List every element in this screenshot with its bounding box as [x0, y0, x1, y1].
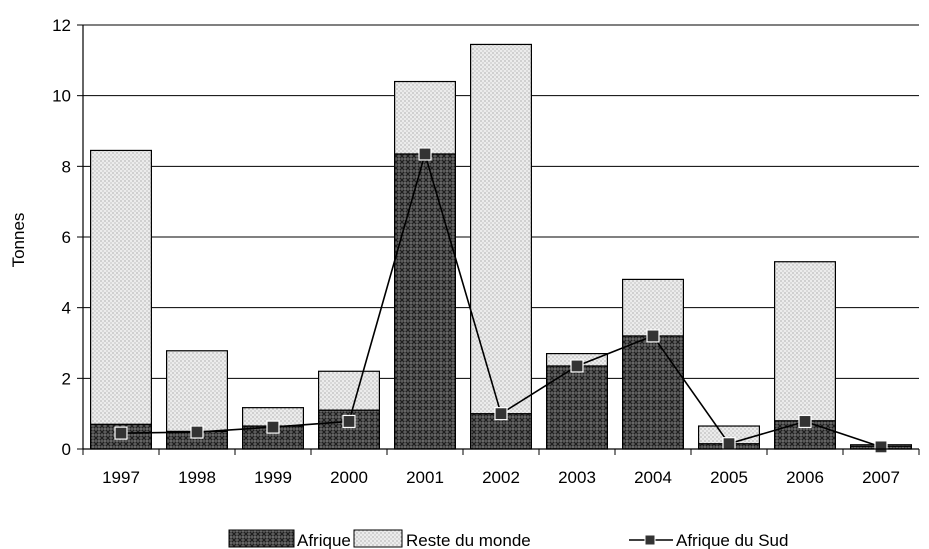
bar-reste-du-monde — [621, 278, 684, 337]
legend-label-afrique-du-sud: Afrique du Sud — [676, 531, 788, 549]
x-tick-label: 2006 — [786, 468, 824, 487]
x-tick-label: 2007 — [862, 468, 900, 487]
point-afrique-du-sud — [494, 407, 508, 421]
x-tick-label: 1998 — [178, 468, 216, 487]
x-tick-label: 2001 — [406, 468, 444, 487]
bar-reste-du-monde — [773, 261, 836, 422]
x-tick-label: 2002 — [482, 468, 520, 487]
x-tick-label: 1999 — [254, 468, 292, 487]
legend-marker-afrique-du-sud — [644, 534, 656, 546]
bar-reste-du-monde — [470, 43, 533, 415]
y-tick-label: 6 — [62, 228, 71, 247]
y-tick-label: 10 — [52, 87, 71, 106]
bar-reste-du-monde — [166, 350, 229, 432]
point-afrique-du-sud — [342, 414, 356, 429]
series-line — [114, 147, 888, 454]
x-tick-label: 1997 — [102, 468, 140, 487]
bar-afrique — [394, 153, 457, 450]
point-afrique-du-sud — [874, 440, 888, 454]
point-afrique-du-sud — [570, 359, 584, 373]
legend-label-afrique: Afrique — [297, 531, 351, 549]
y-tick-label: 2 — [62, 369, 71, 388]
point-afrique-du-sud — [418, 147, 432, 161]
bar-reste-du-monde — [89, 149, 152, 425]
legend: Afrique Reste du monde Afrique du Sud — [228, 529, 788, 549]
bar-afrique — [545, 365, 608, 450]
y-tick-label: 12 — [52, 16, 71, 35]
y-tick-labels: 0 2 4 6 8 10 12 — [52, 16, 71, 459]
y-tick-label: 0 — [62, 440, 71, 459]
point-afrique-du-sud — [798, 414, 812, 429]
bar-reste-du-monde — [318, 370, 381, 411]
bars — [89, 43, 912, 450]
y-tick-label: 8 — [62, 157, 71, 176]
axes — [77, 24, 920, 455]
x-tick-label: 2005 — [710, 468, 748, 487]
point-afrique-du-sud — [266, 420, 280, 434]
point-afrique-du-sud — [190, 425, 204, 439]
x-tick-label: 2000 — [330, 468, 368, 487]
legend-label-reste: Reste du monde — [406, 531, 531, 549]
y-tick-label: 4 — [62, 299, 71, 318]
x-tick-label: 2004 — [634, 468, 672, 487]
legend-swatch-afrique — [228, 529, 295, 548]
legend-swatch-reste — [353, 529, 403, 548]
bar-reste-du-monde — [394, 80, 457, 155]
point-afrique-du-sud — [722, 437, 736, 451]
y-axis-title: Tonnes — [9, 213, 28, 268]
x-tick-label: 2003 — [558, 468, 596, 487]
point-afrique-du-sud — [114, 426, 128, 440]
bar-afrique — [621, 335, 684, 450]
point-afrique-du-sud — [646, 329, 660, 343]
x-tick-labels: 1997 1998 1999 2000 2001 2002 2003 2004 2005 2006… — [102, 468, 900, 487]
